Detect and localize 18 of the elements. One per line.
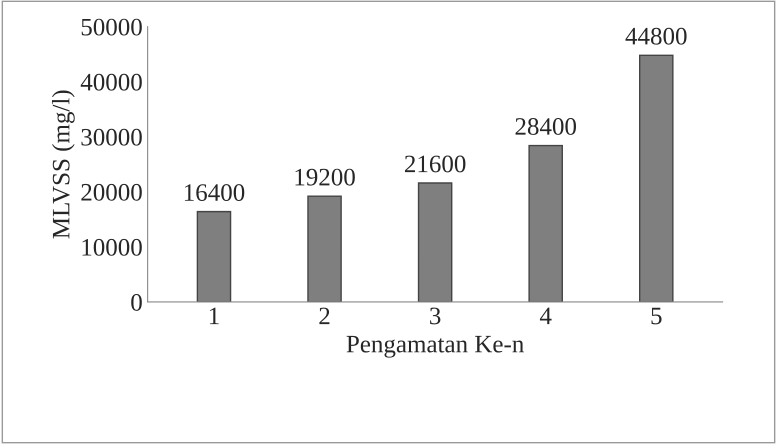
data-label: 19200 <box>295 168 355 186</box>
y-tick-label: 40000 <box>80 74 142 91</box>
x-tick-label: 1 <box>210 308 219 324</box>
data-label: 16400 <box>184 184 244 201</box>
x-axis-title: Pengamatan Ke-n <box>346 336 524 358</box>
x-tick-label: 3 <box>430 308 440 324</box>
data-label: 44800 <box>626 28 687 45</box>
y-tick-label: 0 <box>131 294 142 311</box>
y-axis-title: MLVSS (mg/l) <box>52 90 75 238</box>
x-tick-label: 5 <box>651 308 662 324</box>
x-tick-label: 4 <box>540 308 552 324</box>
y-tick-label: 20000 <box>81 184 142 201</box>
data-label: 28400 <box>516 118 576 135</box>
x-tick-label: 2 <box>319 308 330 324</box>
y-tick-label: 30000 <box>81 128 142 146</box>
data-label: 21600 <box>404 155 466 172</box>
y-tick-label: 50000 <box>82 18 142 36</box>
y-tick-label: 10000 <box>82 238 142 256</box>
